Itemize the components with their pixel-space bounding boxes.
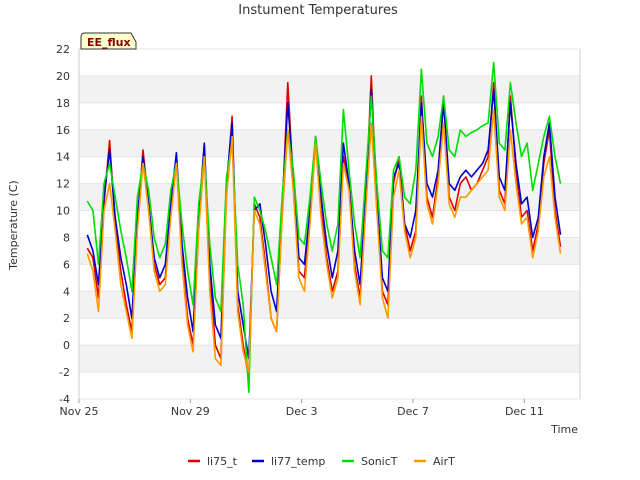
y-tick-label: 20 (56, 70, 70, 83)
y-tick-label: 2 (63, 312, 70, 325)
x-tick-label: Dec 7 (397, 405, 429, 418)
y-tick-label: 16 (56, 124, 70, 137)
series-line-SonicT (86, 61, 562, 394)
y-tick-label: -4 (59, 393, 70, 406)
legend-label-SonicT: SonicT (361, 455, 398, 468)
series-lines (86, 61, 562, 394)
legend-label-li75_t: li75_t (207, 455, 238, 468)
y-tick-label: 8 (63, 231, 70, 244)
band (79, 291, 580, 319)
x-tick-label: Nov 25 (60, 405, 99, 418)
y-tick-label: -2 (59, 366, 70, 379)
y-tick-label: 18 (56, 97, 70, 110)
plot-background-bands (79, 75, 580, 373)
y-tick-label: 10 (56, 205, 70, 218)
badge-shape (80, 32, 137, 50)
y-tick-label: 6 (63, 258, 70, 271)
y-tick-label: 22 (56, 43, 70, 56)
x-axis-label: Time (550, 423, 578, 436)
band (79, 183, 580, 211)
y-axis-label: Temperature (C) (7, 180, 20, 270)
x-axis-ticks: Nov 25 Nov 29 Dec 3 Dec 7 Dec 11 (60, 399, 544, 418)
legend-label-AirT: AirT (433, 455, 455, 468)
band (79, 75, 580, 103)
x-tick-label: Dec 3 (286, 405, 318, 418)
x-tick-label: Nov 29 (171, 405, 210, 418)
ee-flux-badge: EE_flux (80, 32, 137, 50)
y-tick-label: 4 (63, 285, 70, 298)
x-tick-label: Dec 11 (505, 405, 544, 418)
y-tick-label: 12 (56, 178, 70, 191)
chart-title: Instument Temperatures (238, 3, 398, 18)
badge-label: EE_flux (87, 36, 131, 49)
y-tick-label: 14 (56, 151, 70, 164)
legend: li75_t li77_temp SonicT AirT (188, 455, 455, 468)
series-line-AirT (86, 108, 562, 373)
y-tick-label: 0 (63, 339, 70, 352)
legend-label-li77_temp: li77_temp (271, 455, 325, 468)
series-line-li77_temp (86, 88, 562, 360)
band (79, 345, 580, 373)
